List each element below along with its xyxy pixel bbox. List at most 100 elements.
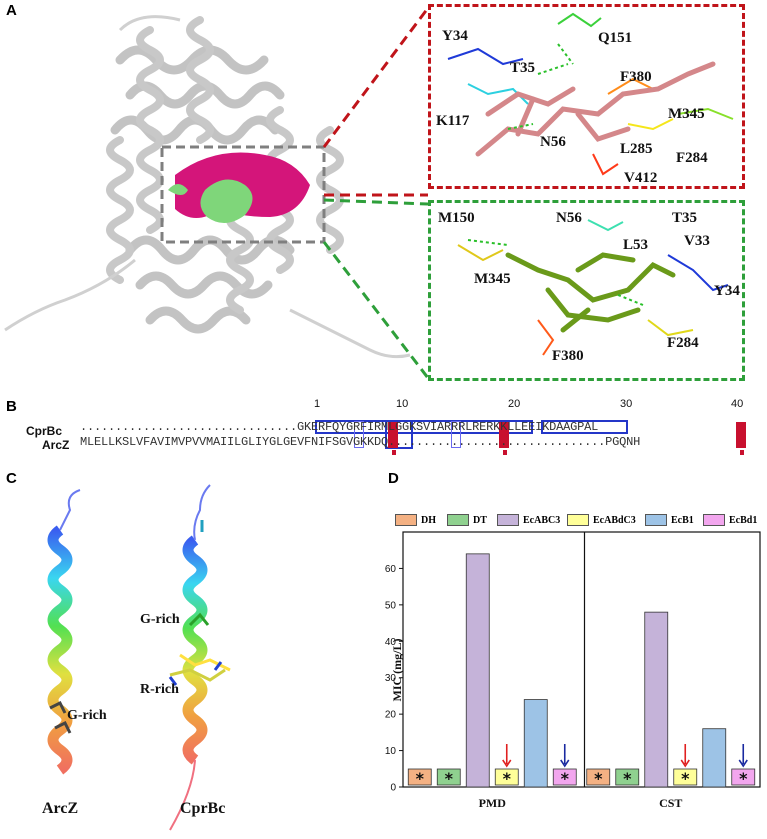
x-group-label: CST [659, 796, 682, 810]
bar [465, 553, 490, 788]
legend-swatch [447, 514, 469, 526]
legend-label: EcABdC3 [593, 514, 636, 526]
residue-label: F380 [552, 348, 584, 364]
alignment-box [541, 420, 628, 434]
panel-label-d: D [388, 470, 399, 487]
residue-label: V33 [684, 233, 710, 249]
residue-label: V412 [624, 170, 658, 186]
indicator-arrowhead [738, 759, 748, 768]
residue-label: L285 [620, 141, 653, 157]
legend-label: EcB1 [671, 514, 694, 526]
sequence-name-arcz: ArcZ [42, 438, 70, 452]
y-tick-label: 10 [385, 746, 396, 757]
residue-label: Y34 [714, 283, 740, 299]
bar [407, 768, 432, 786]
bar [673, 768, 698, 786]
residue-label: Y34 [442, 28, 468, 44]
helix-structure-illustration [47, 484, 231, 831]
bar [523, 699, 548, 788]
residue-label: L53 [623, 237, 649, 253]
zero-marker: * [416, 769, 425, 788]
residue-label: T35 [510, 60, 536, 76]
bar [436, 768, 461, 786]
y-tick-label: 0 [390, 783, 396, 794]
residue-label: N56 [556, 210, 582, 226]
y-tick-label: 30 [385, 673, 396, 684]
legend-swatch [395, 514, 417, 526]
indicator-arrowhead [560, 759, 570, 768]
legend-swatch [703, 514, 725, 526]
residue-label: N56 [540, 134, 566, 150]
zero-marker: * [594, 769, 603, 788]
y-tick-label: 60 [385, 564, 396, 575]
bar [615, 768, 640, 786]
panel-label-a: A [6, 2, 17, 19]
residue-label: F284 [667, 335, 699, 351]
legend-label: DT [473, 514, 487, 526]
plot-frame [402, 531, 761, 788]
residue-label: K117 [436, 113, 470, 129]
conserved-residue-highlight [499, 422, 509, 448]
alignment-position-number: 20 [508, 398, 521, 410]
red-marker [392, 450, 396, 455]
bar [644, 611, 669, 788]
mic-bar-chart: MIC (mg/L) 0 10 20 30 40 50 60 * * * * PMD * * * * CST [385, 531, 761, 810]
conserved-residue-highlight [388, 422, 398, 448]
panel-label-c: C [6, 470, 17, 487]
residue-label: T35 [672, 210, 698, 226]
legend-item: EcB1 [645, 514, 694, 526]
legend-swatch [567, 514, 589, 526]
alignment-box [315, 420, 533, 434]
zero-marker: * [739, 769, 748, 788]
binding-site-detail-red [428, 4, 745, 189]
similar-residue-box [354, 421, 364, 448]
legend-label: EcABC3 [523, 514, 561, 526]
protein-structure-illustration [4, 7, 430, 379]
indicator-arrowhead [502, 759, 512, 768]
legend-item: EcBd1 [703, 514, 757, 526]
alignment-position-number: 30 [620, 398, 633, 410]
residue-label: M345 [474, 271, 511, 287]
legend-item: EcABC3 [497, 514, 560, 526]
ligand-stick-model-red [447, 12, 734, 176]
zero-marker: * [561, 769, 570, 788]
alignment-position-number: 40 [731, 398, 744, 410]
ligand-stick-model-green [457, 219, 729, 356]
zero-marker: * [503, 769, 512, 788]
y-tick-label: 20 [385, 710, 396, 721]
alignment-box [385, 420, 413, 449]
indicator-arrowhead [680, 759, 690, 768]
residue-label: F380 [620, 69, 652, 85]
helix-label-arcz: ArcZ [42, 800, 79, 817]
legend-swatch [645, 514, 667, 526]
legend-label: DH [421, 514, 436, 526]
legend-label: EcBd1 [729, 514, 758, 526]
y-axis-label: MIC (mg/L) [390, 639, 404, 702]
zero-marker: * [445, 769, 454, 788]
binding-site-detail-green [428, 200, 745, 381]
panel-label-b: B [6, 398, 17, 415]
red-marker [740, 450, 744, 455]
sequence-name-cprbc: CprBc [26, 424, 63, 438]
legend-item: DT [447, 514, 487, 526]
bar [552, 768, 577, 786]
bar [731, 768, 756, 786]
y-tick-label: 40 [385, 637, 396, 648]
residue-label: Q151 [598, 30, 633, 46]
helix-label-cprbc: CprBc [180, 800, 226, 817]
x-group-label: PMD [479, 796, 507, 810]
legend-swatch [497, 514, 519, 526]
legend-item: DH [395, 514, 436, 526]
chart-legend: DH DT EcABC3 EcABdC3 EcB1 EcBd1 [395, 511, 760, 529]
bar [586, 768, 611, 786]
alignment-position-number: 10 [396, 398, 409, 410]
legend-item: EcABdC3 [567, 514, 636, 526]
bar [494, 768, 519, 786]
similar-residue-box [451, 421, 461, 448]
sequence-cprbc: ...............................GKERFQYGR… [80, 420, 599, 434]
red-marker [503, 450, 507, 455]
annotation-g-rich-cprbc: G-rich [140, 612, 180, 627]
zero-marker: * [681, 769, 690, 788]
y-tick-label: 50 [385, 600, 396, 611]
sequence-arcz: MLELLKSLVFAVIMVPVVMAIILGLIYGLGEVFNIFSGVG… [80, 435, 641, 449]
